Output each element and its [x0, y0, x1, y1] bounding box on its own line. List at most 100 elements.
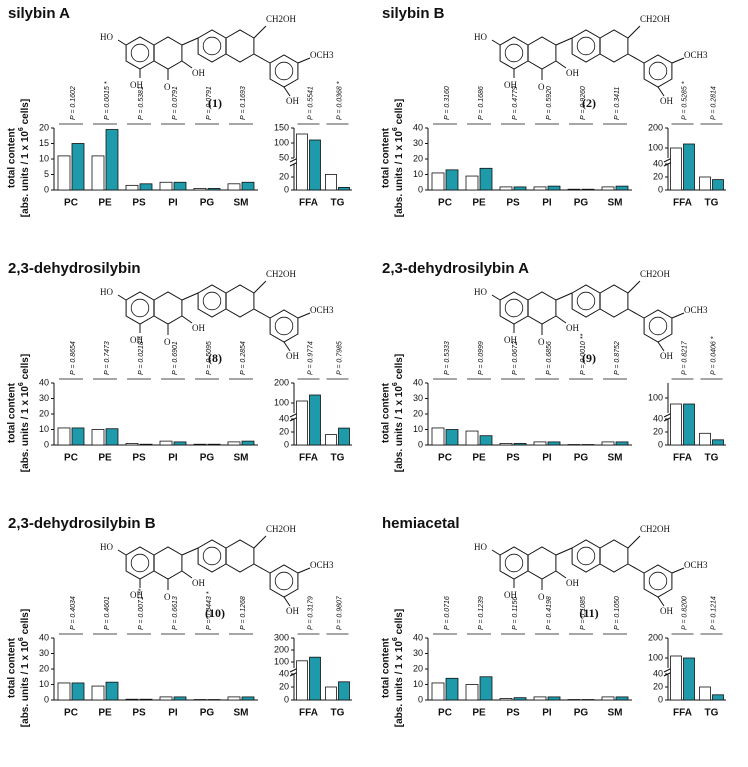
bar [227, 696, 241, 701]
y-tick-label: 100 [274, 137, 289, 147]
bar [338, 681, 350, 701]
y-axis-label-part: [abs. units / 1 x 10 [394, 131, 405, 218]
bar [125, 698, 139, 701]
bar [159, 696, 173, 701]
structure-label: OH [566, 323, 579, 333]
structure-label: CH2OH [266, 269, 297, 279]
y-axis-label-part: cells] [394, 609, 405, 637]
x-tick-label: PS [506, 198, 520, 209]
bond [283, 341, 291, 352]
ring [225, 284, 255, 318]
p-value: P = 0.1156 [512, 597, 519, 630]
x-tick-label: PC [438, 453, 452, 464]
y-tick-label: 30 [413, 393, 423, 403]
structure-label: OH [286, 606, 299, 616]
bar [91, 685, 105, 701]
x-tick-label: PI [542, 198, 552, 209]
y-tick-label: 40 [279, 668, 289, 678]
ring [499, 546, 529, 580]
bar [670, 403, 682, 446]
bar [567, 188, 581, 191]
ring [153, 546, 183, 580]
y-tick-label: 20 [279, 426, 289, 436]
y-tick-label: 0 [418, 694, 423, 704]
x-tick-label: TG [331, 198, 345, 209]
x-tick-label: PE [472, 198, 486, 209]
y-tick-label: 0 [658, 694, 663, 704]
y-tick-label: 40 [39, 377, 49, 387]
bond [491, 549, 501, 556]
bar [227, 183, 241, 191]
x-tick-label: PG [574, 708, 589, 719]
y-tick-label: 20 [39, 122, 49, 132]
ring-aromatic [130, 553, 150, 573]
bar [670, 147, 682, 191]
p-value: P = 0.5333 [444, 341, 451, 375]
ring [499, 291, 529, 325]
x-tick-label: SM [234, 708, 249, 719]
y-tick-label: 20 [413, 408, 423, 418]
bar [533, 186, 547, 191]
p-value: P = 0.9807 [336, 595, 343, 630]
structure-label: OH [130, 590, 143, 600]
p-value: P = 0.0010 ** [580, 334, 587, 375]
bond [491, 39, 501, 46]
bond [627, 535, 641, 549]
y-tick-label: 10 [413, 679, 423, 689]
y-axis-label: [abs. units / 1 x 106 cells] [392, 609, 405, 727]
x-tick-label: PI [542, 708, 552, 719]
ring [153, 291, 183, 325]
p-value: P = 0.0999 [478, 341, 485, 375]
bond [253, 280, 267, 294]
bar [105, 428, 119, 446]
structure-label: OCH3 [310, 560, 334, 570]
x-tick-label: PE [98, 198, 112, 209]
bar [712, 694, 724, 701]
bar [193, 188, 207, 191]
ring-aromatic [504, 43, 524, 63]
structure-label: OH [286, 96, 299, 106]
p-value: P = 0.2854 [240, 341, 247, 375]
structure-label: OCH3 [310, 305, 334, 315]
y-tick-label: 0 [418, 184, 423, 194]
y-axis-label: [abs. units / 1 x 106 cells] [18, 354, 31, 472]
x-tick-label: SM [608, 708, 623, 719]
x-tick-label: PC [438, 708, 452, 719]
ring [527, 36, 557, 70]
bond [283, 596, 291, 607]
y-tick-label: 40 [413, 632, 423, 642]
bar [159, 440, 173, 446]
bar [615, 696, 629, 701]
bar [601, 186, 615, 191]
y-axis-label: total content [381, 382, 392, 443]
y-axis-label-part: cells] [20, 609, 31, 637]
y-tick-label: 30 [39, 393, 49, 403]
y-tick-label: 10 [39, 424, 49, 434]
bond [181, 570, 193, 579]
compound-number: (9) [582, 351, 596, 365]
x-tick-label: TG [705, 198, 719, 209]
structure-label: OCH3 [310, 50, 334, 60]
panel-title: 2,3-dehydrosilybin [8, 260, 141, 277]
y-tick-label: 20 [653, 171, 663, 181]
structure-label: OH [286, 351, 299, 361]
p-value: P = 0.7985 [336, 341, 343, 375]
structure-label: O [538, 592, 545, 602]
x-tick-label: FFA [673, 198, 692, 209]
ring-aromatic [576, 36, 596, 56]
bar [615, 441, 629, 446]
bar [445, 677, 459, 701]
p-value: P = 0.1686 [478, 86, 485, 120]
bar [296, 400, 308, 446]
structure-label: CH2OH [640, 524, 671, 534]
structure-label: O [164, 337, 171, 347]
ring-aromatic [130, 298, 150, 318]
ring [269, 309, 299, 343]
structure-label: OH [566, 68, 579, 78]
ring [643, 309, 673, 343]
bar [105, 129, 119, 191]
bond [555, 37, 573, 46]
bar [699, 432, 711, 446]
ring [571, 539, 601, 573]
y-axis-label-part: cells] [20, 99, 31, 127]
